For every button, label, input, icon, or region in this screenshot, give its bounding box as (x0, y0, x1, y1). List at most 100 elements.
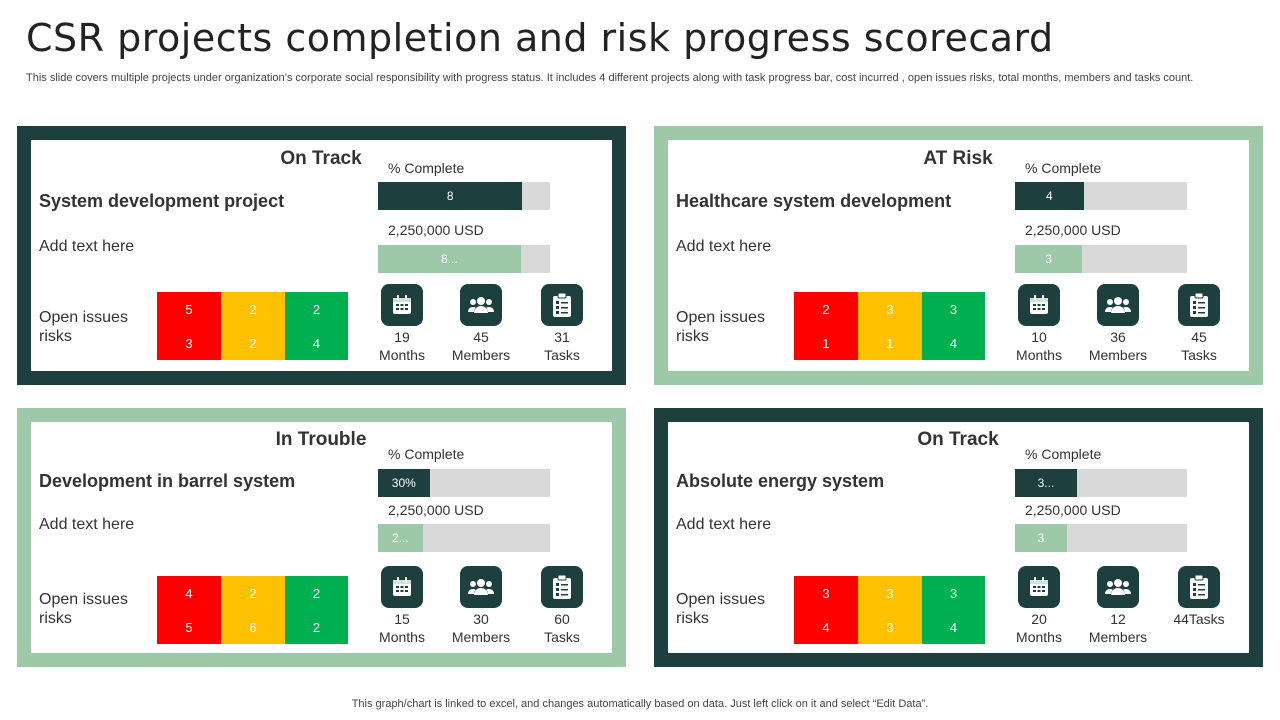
months-label: Months (379, 629, 425, 645)
tasks-label: Tasks (1181, 347, 1217, 363)
calendar-icon (381, 284, 423, 326)
completion-progress-bar: 8 (378, 182, 550, 210)
tasks-stat: 60 Tasks (522, 566, 602, 646)
members-label: Members (451, 347, 511, 363)
people-icon (460, 284, 502, 326)
tasks-value: 60 (554, 611, 570, 627)
calendar-icon (1018, 566, 1060, 608)
project-name: Development in barrel system (39, 471, 296, 491)
status-label: On Track (917, 429, 999, 450)
cost-label: 2,250,000 USD (1025, 502, 1121, 518)
members-label: Members (451, 629, 511, 645)
open-issues-grid: 5 2 2 3 2 4 (157, 292, 348, 360)
project-name: Absolute energy system (676, 471, 885, 491)
months-value: 15 (394, 611, 410, 627)
status-label: In Trouble (275, 429, 367, 450)
page-subtitle: This slide covers multiple projects unde… (26, 72, 1194, 84)
issue-cell-green-bottom: 4 (922, 610, 985, 644)
open-issues-grid: 4 2 2 5 6 2 (157, 576, 348, 644)
cost-progress-fill: 3 (1015, 524, 1067, 552)
add-text-placeholder[interactable]: Add text here (676, 516, 772, 533)
issue-cell-red-bottom: 5 (157, 610, 221, 644)
tasks-stat: 44Tasks (1159, 566, 1239, 628)
people-icon (1097, 566, 1139, 608)
clipboard-icon (1178, 566, 1220, 608)
issue-cell-red-bottom: 1 (794, 326, 858, 360)
members-value: 30 (473, 611, 489, 627)
tasks-stat: 31 Tasks (522, 284, 602, 364)
open-issues-label: Open issues risks (39, 591, 128, 627)
cost-progress-bar: 8... (378, 245, 550, 273)
project-name: System development project (39, 191, 285, 211)
cost-progress-fill: 8... (378, 245, 521, 273)
people-icon (1097, 284, 1139, 326)
cost-progress-bar: 3 (1015, 524, 1187, 552)
members-label: Members (1088, 629, 1148, 645)
cost-label: 2,250,000 USD (388, 222, 484, 238)
open-issues-grid: 2 3 3 1 1 4 (794, 292, 985, 360)
members-stat: 30 Members (441, 566, 521, 646)
add-text-placeholder[interactable]: Add text here (39, 516, 135, 533)
issue-cell-yellow-bottom: 2 (221, 326, 285, 360)
clipboard-icon (541, 284, 583, 326)
cost-progress-bar: 2... (378, 524, 550, 552)
cost-progress-fill: 3 (1015, 245, 1083, 273)
tasks-value: 31 (554, 329, 570, 345)
tasks-label: Tasks (544, 629, 580, 645)
completion-progress-fill: 4 (1015, 182, 1084, 210)
members-value: 36 (1110, 329, 1126, 345)
issue-cell-yellow-bottom: 1 (858, 326, 922, 360)
status-label: On Track (280, 148, 362, 169)
members-label: Members (1088, 347, 1148, 363)
cost-progress-fill: 2... (378, 524, 423, 552)
months-value: 20 (1031, 611, 1047, 627)
issue-cell-green-bottom: 2 (285, 610, 348, 644)
completion-progress-bar: 3... (1015, 469, 1187, 497)
percent-complete-label: % Complete (1025, 160, 1102, 176)
cost-label: 2,250,000 USD (388, 502, 484, 518)
clipboard-icon (541, 566, 583, 608)
months-stat: 20 Months (999, 566, 1079, 646)
issue-cell-yellow-top: 3 (858, 292, 922, 326)
tasks-label: Tasks (544, 347, 580, 363)
cost-label: 2,250,000 USD (1025, 222, 1121, 238)
issue-cell-green-top: 3 (922, 292, 985, 326)
project-card-barrel-system: In Trouble Development in barrel system … (17, 408, 626, 667)
status-label: AT Risk (923, 148, 993, 169)
percent-complete-label: % Complete (388, 446, 465, 462)
completion-progress-fill: 8 (378, 182, 523, 210)
issue-cell-green-bottom: 4 (922, 326, 985, 360)
issue-cell-yellow-top: 3 (858, 576, 922, 610)
add-text-placeholder[interactable]: Add text here (676, 238, 772, 255)
open-issues-grid: 3 3 3 4 3 4 (794, 576, 985, 644)
months-stat: 19 Months (362, 284, 442, 364)
clipboard-icon (1178, 284, 1220, 326)
open-issues-label: Open issues risks (676, 309, 765, 345)
cost-progress-bar: 3 (1015, 245, 1187, 273)
percent-complete-label: % Complete (1025, 446, 1102, 462)
completion-progress-fill: 3... (1015, 469, 1077, 497)
add-text-placeholder[interactable]: Add text here (39, 238, 135, 255)
issue-cell-yellow-bottom: 3 (858, 610, 922, 644)
months-stat: 10 Months (999, 284, 1079, 364)
tasks-stat: 45 Tasks (1159, 284, 1239, 364)
project-card-system-development: On Track System development project Add … (17, 126, 626, 385)
issue-cell-yellow-top: 2 (221, 576, 285, 610)
members-value: 45 (473, 329, 489, 345)
project-card-healthcare-system: AT Risk Healthcare system development Ad… (654, 126, 1263, 385)
months-label: Months (1016, 629, 1062, 645)
issue-cell-red-top: 2 (794, 292, 858, 326)
months-value: 19 (394, 329, 410, 345)
issue-cell-green-top: 3 (922, 576, 985, 610)
issue-cell-red-top: 3 (794, 576, 858, 610)
issue-cell-red-top: 4 (157, 576, 221, 610)
months-stat: 15 Months (362, 566, 442, 646)
people-icon (460, 566, 502, 608)
tasks-value: 45 (1191, 329, 1207, 345)
months-label: Months (379, 347, 425, 363)
completion-progress-bar: 30% (378, 469, 550, 497)
members-stat: 45 Members (441, 284, 521, 364)
months-value: 10 (1031, 329, 1047, 345)
members-stat: 12 Members (1078, 566, 1158, 646)
calendar-icon (381, 566, 423, 608)
